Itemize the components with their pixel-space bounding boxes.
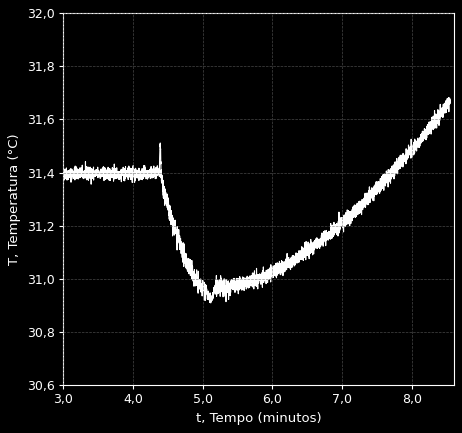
Y-axis label: T, Temperatura (°C): T, Temperatura (°C) bbox=[8, 133, 21, 265]
X-axis label: t, Tempo (minutos): t, Tempo (minutos) bbox=[195, 412, 321, 425]
